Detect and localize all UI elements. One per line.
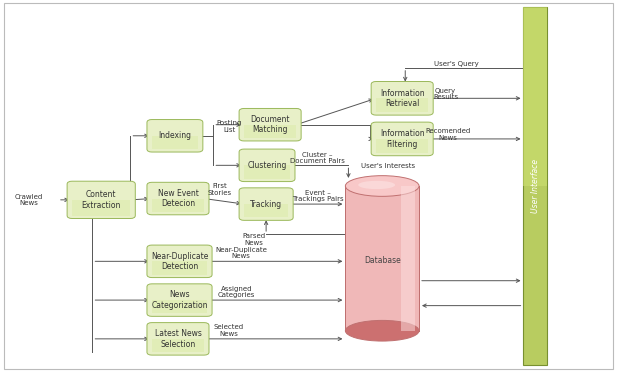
FancyBboxPatch shape [244,204,288,217]
FancyBboxPatch shape [244,125,296,138]
Text: User's Query: User's Query [434,61,479,67]
Text: Cluster –
Document Pairs: Cluster – Document Pairs [290,152,345,164]
FancyBboxPatch shape [147,119,203,152]
FancyBboxPatch shape [147,323,209,355]
Ellipse shape [346,320,419,341]
FancyBboxPatch shape [239,149,295,182]
Ellipse shape [358,181,395,189]
FancyBboxPatch shape [239,109,301,141]
FancyBboxPatch shape [371,122,433,156]
FancyBboxPatch shape [67,181,135,218]
Text: Latest News
Selection: Latest News Selection [154,329,201,349]
FancyBboxPatch shape [72,200,130,215]
FancyBboxPatch shape [239,188,293,220]
Text: Event –
Trackings Pairs: Event – Trackings Pairs [292,190,344,202]
FancyBboxPatch shape [346,186,419,331]
Text: Selected
News: Selected News [213,324,244,337]
Text: Crawled
News: Crawled News [15,193,43,206]
Text: News
Categorization: News Categorization [151,291,208,310]
Text: Information
Retrieval: Information Retrieval [380,89,424,108]
FancyBboxPatch shape [376,139,428,153]
Text: Database: Database [364,256,400,265]
Text: Recomended
News: Recomended News [425,128,471,141]
FancyBboxPatch shape [376,98,428,112]
FancyBboxPatch shape [523,7,547,365]
Text: Tracking: Tracking [250,200,282,209]
FancyBboxPatch shape [152,136,198,149]
FancyBboxPatch shape [147,245,212,278]
Text: Near-Duplicate
News: Near-Duplicate News [215,247,267,259]
Text: New Event
Detecion: New Event Detecion [157,189,199,208]
FancyBboxPatch shape [152,199,204,212]
Text: Clustering: Clustering [247,161,287,170]
Text: Indexing: Indexing [159,131,191,140]
Text: Content
Extraction: Content Extraction [81,190,121,209]
Text: User's Interests: User's Interests [362,163,415,169]
Text: Posting
List: Posting List [217,120,242,133]
FancyBboxPatch shape [152,261,207,275]
Text: Parsed
News: Parsed News [242,233,265,246]
Ellipse shape [346,176,419,196]
Text: First
Stories: First Stories [207,183,231,196]
Text: Document
Matching: Document Matching [251,115,290,134]
FancyBboxPatch shape [400,186,415,331]
FancyBboxPatch shape [523,7,547,186]
Text: Information
Filtering: Information Filtering [380,129,424,149]
Text: User Interface: User Interface [531,159,540,213]
FancyBboxPatch shape [371,81,433,115]
FancyBboxPatch shape [152,300,207,313]
FancyBboxPatch shape [152,339,204,352]
FancyBboxPatch shape [244,165,290,179]
FancyBboxPatch shape [147,284,212,316]
Text: Near-Duplicate
Detection: Near-Duplicate Detection [151,251,208,271]
Text: Query
Results: Query Results [433,88,458,100]
Text: Assigned
Categories: Assigned Categories [218,286,255,298]
FancyBboxPatch shape [147,182,209,215]
